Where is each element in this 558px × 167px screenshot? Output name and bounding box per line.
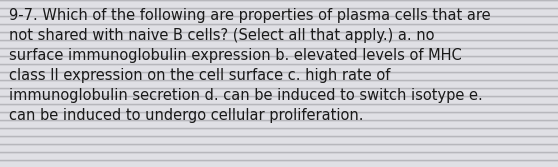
- Text: 9-7. Which of the following are properties of plasma cells that are
not shared w: 9-7. Which of the following are properti…: [9, 8, 490, 123]
